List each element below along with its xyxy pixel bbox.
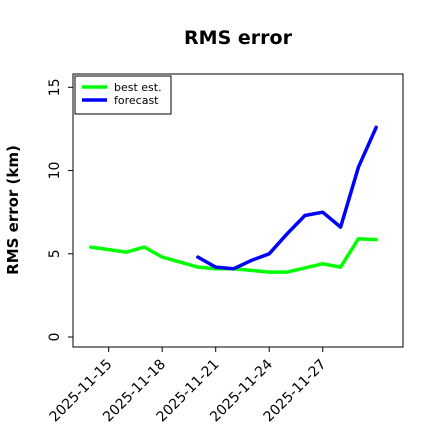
- y-axis-label: RMS error (km): [4, 145, 22, 275]
- y-tick-label: 5: [47, 249, 63, 258]
- plot-frame: [72, 73, 404, 348]
- y-tick-label: 0: [47, 333, 63, 342]
- legend-label: forecast: [114, 94, 159, 107]
- y-tick-label: 15: [47, 78, 63, 96]
- plot-lines: [89, 125, 378, 274]
- legend-box: [74, 75, 172, 115]
- axes: 0510152025-11-152025-11-182025-11-212025…: [47, 78, 330, 425]
- series-line-forecast: [196, 125, 378, 271]
- y-tick-label: 10: [47, 162, 63, 180]
- legend: best est.forecast: [74, 75, 172, 115]
- chart-title: RMS error: [184, 27, 293, 49]
- legend-label: best est.: [114, 81, 162, 94]
